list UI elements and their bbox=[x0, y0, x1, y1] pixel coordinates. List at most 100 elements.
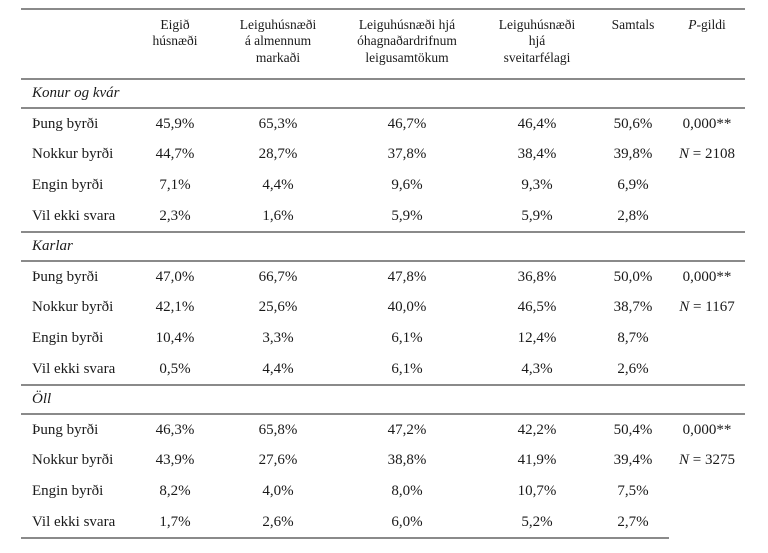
cell: 1,7% bbox=[131, 507, 219, 539]
statistics-table: Eigið húsnæði Leiguhúsnæði á almennum ma… bbox=[21, 8, 745, 539]
cell-empty bbox=[669, 507, 745, 538]
row-label: Vil ekki svara bbox=[21, 507, 131, 539]
header-p-gildi: P-gildi bbox=[669, 9, 745, 80]
cell: 37,8% bbox=[387, 146, 427, 162]
cell: 1,6% bbox=[262, 207, 294, 224]
cell: 8,7% bbox=[617, 330, 649, 346]
table-row: Vil ekki svara 1,7% 2,6% 6,0% 5,2% 2,7% bbox=[21, 507, 745, 539]
cell: 47,0% bbox=[155, 268, 195, 285]
cell: 4,0% bbox=[262, 483, 294, 499]
p-value-cell: 0,000** bbox=[682, 421, 732, 438]
table-row: Vil ekki svara 0,5% 4,4% 6,1% 4,3% 2,6% bbox=[21, 354, 745, 385]
section-header-row: Konur og kvár bbox=[21, 78, 745, 109]
cell: 7,1% bbox=[159, 177, 191, 193]
cell: 38,4% bbox=[517, 146, 557, 162]
cell: 25,6% bbox=[258, 299, 298, 315]
n-symbol: N bbox=[679, 146, 690, 162]
section-header-row: Öll bbox=[21, 384, 745, 415]
n-cell: N = 1167 bbox=[669, 292, 745, 323]
cell: 2,8% bbox=[617, 207, 649, 224]
row-label: Þung byrði bbox=[32, 268, 99, 285]
cell: 7,5% bbox=[617, 483, 649, 499]
row-label: Vil ekki svara bbox=[32, 360, 116, 377]
header-eigid-husnaedi: Eigið húsnæði bbox=[131, 9, 219, 80]
cell: 4,3% bbox=[521, 360, 553, 377]
table-row: Þung byrði 47,0% 66,7% 47,8% 36,8% 50,0%… bbox=[21, 261, 745, 292]
cell: 47,2% bbox=[387, 421, 427, 438]
cell: 8,2% bbox=[159, 483, 191, 499]
table-row: Þung byrði 45,9% 65,3% 46,7% 46,4% 50,6%… bbox=[21, 108, 745, 139]
table-row: Þung byrði 46,3% 65,8% 47,2% 42,2% 50,4%… bbox=[21, 414, 745, 445]
section-header-row: Karlar bbox=[21, 231, 745, 262]
cell: 46,7% bbox=[387, 115, 427, 132]
cell: 65,3% bbox=[258, 115, 298, 132]
cell: 39,8% bbox=[613, 146, 653, 162]
cell-empty bbox=[669, 323, 745, 354]
table-row: Nokkur byrði 44,7% 28,7% 37,8% 38,4% 39,… bbox=[21, 139, 745, 170]
cell: 66,7% bbox=[258, 268, 298, 285]
cell: 0,5% bbox=[159, 360, 191, 377]
cell: 5,9% bbox=[391, 207, 423, 224]
cell-empty bbox=[669, 201, 745, 232]
row-label: Nokkur byrði bbox=[32, 146, 114, 162]
cell-empty bbox=[669, 354, 745, 385]
cell: 2,6% bbox=[617, 360, 649, 377]
row-label: Nokkur byrði bbox=[32, 452, 114, 468]
cell: 28,7% bbox=[258, 146, 298, 162]
cell: 27,6% bbox=[258, 452, 298, 468]
cell: 40,0% bbox=[387, 299, 427, 315]
n-symbol: N bbox=[679, 299, 690, 315]
n-value: = 1167 bbox=[689, 299, 735, 315]
cell: 46,3% bbox=[155, 421, 195, 438]
cell: 6,0% bbox=[337, 507, 477, 539]
cell: 42,2% bbox=[517, 421, 557, 438]
cell: 9,6% bbox=[391, 177, 423, 193]
header-leiguhusnaedi-almennum: Leiguhúsnæði á almennum markaði bbox=[219, 9, 337, 80]
n-cell: N = 2108 bbox=[669, 139, 745, 170]
cell: 45,9% bbox=[155, 115, 195, 132]
cell-empty bbox=[669, 476, 745, 507]
table-row: Nokkur byrði 42,1% 25,6% 40,0% 46,5% 38,… bbox=[21, 292, 745, 323]
header-p-rest: -gildi bbox=[696, 17, 726, 32]
table-row: Nokkur byrði 43,9% 27,6% 38,8% 41,9% 39,… bbox=[21, 445, 745, 476]
p-value-cell: 0,000** bbox=[682, 268, 732, 285]
cell: 2,3% bbox=[159, 207, 191, 224]
cell: 65,8% bbox=[258, 421, 298, 438]
row-label: Þung byrði bbox=[32, 115, 99, 132]
row-label: Engin byrði bbox=[32, 483, 104, 499]
row-label: Engin byrði bbox=[32, 177, 104, 193]
table-row: Engin byrði 8,2% 4,0% 8,0% 10,7% 7,5% bbox=[21, 476, 745, 507]
n-value: = 3275 bbox=[689, 452, 735, 468]
header-leiguhusnaedi-sveitarfelagi: Leiguhúsnæði hjá sveitarfélagi bbox=[477, 9, 597, 80]
cell-empty bbox=[669, 170, 745, 201]
header-samtals: Samtals bbox=[597, 9, 669, 80]
header-p-italic: P bbox=[688, 17, 697, 32]
cell: 36,8% bbox=[517, 268, 557, 285]
cell: 8,0% bbox=[391, 483, 423, 499]
n-cell: N = 3275 bbox=[669, 445, 745, 476]
cell: 50,6% bbox=[613, 115, 653, 132]
section-title-konur-og-kvar: Konur og kvár bbox=[21, 78, 745, 109]
cell: 39,4% bbox=[613, 452, 653, 468]
cell: 44,7% bbox=[155, 146, 195, 162]
cell: 6,1% bbox=[391, 360, 423, 377]
header-leiguhusnaedi-ohagnadardrifnum: Leiguhúsnæði hjá óhagnaðardrifnum leigus… bbox=[337, 9, 477, 80]
cell: 5,9% bbox=[521, 207, 553, 224]
cell: 43,9% bbox=[155, 452, 195, 468]
cell: 6,1% bbox=[391, 330, 423, 346]
row-label: Þung byrði bbox=[32, 421, 99, 438]
cell: 6,9% bbox=[617, 177, 649, 193]
cell: 5,2% bbox=[477, 507, 597, 539]
table-row: Engin byrði 10,4% 3,3% 6,1% 12,4% 8,7% bbox=[21, 323, 745, 354]
p-value-cell: 0,000** bbox=[682, 115, 732, 132]
cell: 2,6% bbox=[219, 507, 337, 539]
n-value: = 2108 bbox=[689, 146, 735, 162]
cell: 3,3% bbox=[262, 330, 294, 346]
cell: 42,1% bbox=[155, 299, 195, 315]
cell: 38,7% bbox=[613, 299, 653, 315]
section-title-karlar: Karlar bbox=[21, 231, 745, 262]
cell: 4,4% bbox=[262, 177, 294, 193]
cell: 41,9% bbox=[517, 452, 557, 468]
cell: 9,3% bbox=[521, 177, 553, 193]
cell: 10,7% bbox=[517, 483, 557, 499]
